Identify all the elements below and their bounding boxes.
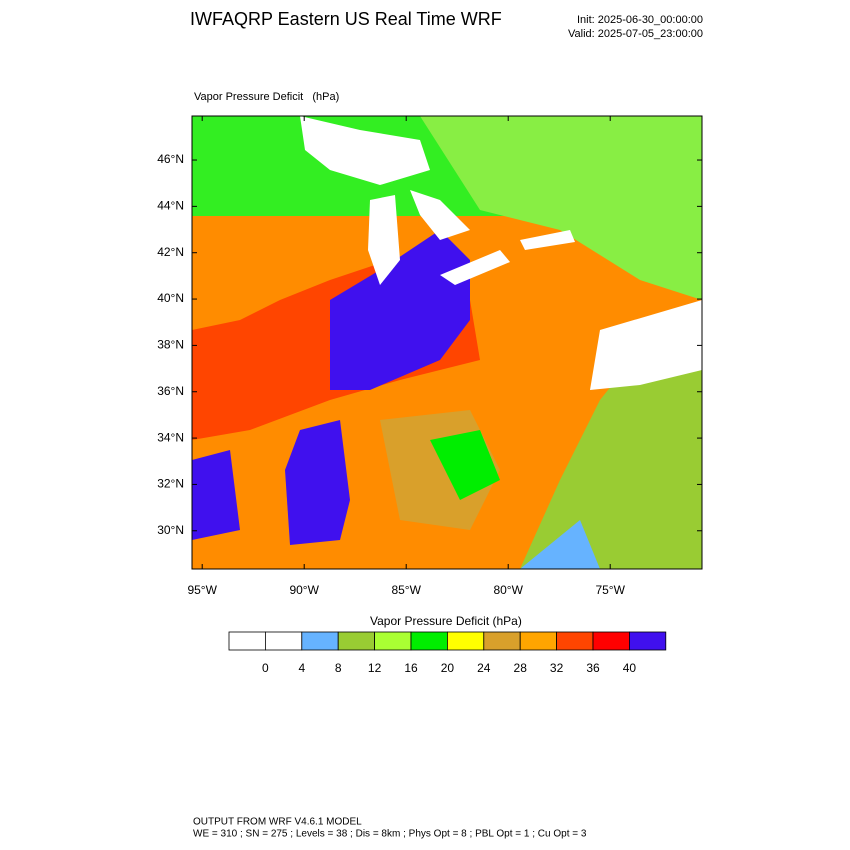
y-tick-label: 34°N: [157, 430, 184, 444]
colorbar-box: [301, 631, 339, 651]
footer-line: WE = 310 ; SN = 275 ; Levels = 38 ; Dis …: [193, 829, 587, 840]
colorbar-label: 20: [441, 661, 455, 675]
lake-superior: [300, 116, 430, 185]
colorbar-box: [337, 631, 376, 651]
gulf-blue: [520, 520, 600, 569]
colorbar-label: 36: [586, 661, 600, 675]
colorbar-box: [483, 631, 521, 651]
colorbar-label: 24: [477, 661, 491, 675]
colorbar-box: [592, 631, 630, 651]
lake-huron: [410, 190, 470, 240]
northeast-field: [420, 116, 702, 300]
title: IWFAQRP Eastern US Real Time WRF: [190, 9, 502, 29]
colorbar-label: 40: [623, 661, 637, 675]
x-tick-label: 80°W: [493, 583, 523, 597]
colorbar-label: 4: [298, 661, 305, 675]
colorbar-box: [264, 631, 303, 651]
louisiana-blue: [192, 450, 240, 540]
x-tick-label: 85°W: [391, 583, 421, 597]
valid-time: Valid: 2025-07-05_23:00:00: [568, 28, 703, 40]
colorbar-box: [556, 631, 594, 651]
lake-erie: [440, 250, 510, 285]
colorbar-title: Vapor Pressure Deficit (hPa): [370, 614, 522, 628]
init-time: Init: 2025-06-30_00:00:00: [577, 14, 703, 26]
y-tick-label: 44°N: [157, 199, 184, 213]
colorbar-box: [519, 631, 558, 651]
colorbar-box: [446, 631, 485, 651]
lake-ontario: [520, 230, 575, 250]
map-frame: [191, 115, 703, 570]
colorbar-label: 32: [550, 661, 564, 675]
y-tick-label: 46°N: [157, 152, 184, 166]
y-tick-label: 40°N: [157, 291, 184, 305]
colorbar-label: 0: [262, 661, 269, 675]
colorbar-label: 16: [404, 661, 418, 675]
colorbar-box: [228, 631, 266, 651]
colorbar-label: 8: [335, 661, 342, 675]
x-tick-label: 75°W: [595, 583, 625, 597]
y-tick-label: 38°N: [157, 338, 184, 352]
y-tick-label: 30°N: [157, 523, 184, 537]
y-tick-label: 36°N: [157, 384, 184, 398]
ohio-blue: [330, 230, 470, 390]
footer-line: OUTPUT FROM WRF V4.6.1 MODEL: [193, 817, 362, 828]
map-field: [192, 116, 702, 569]
ocean-white: [590, 300, 702, 390]
colorbar-box: [374, 631, 412, 651]
georgia-green: [430, 430, 500, 500]
colorbar-label: 28: [514, 661, 528, 675]
colorbar-label: 12: [368, 661, 382, 675]
lake-michigan: [368, 195, 400, 285]
colorbar-box: [629, 631, 667, 651]
x-tick-label: 95°W: [187, 583, 217, 597]
y-tick-label: 42°N: [157, 245, 184, 259]
subtitle: Vapor Pressure Deficit (hPa): [194, 91, 339, 103]
x-tick-label: 90°W: [289, 583, 319, 597]
y-tick-label: 32°N: [157, 477, 184, 491]
mississippi-blue: [285, 420, 350, 545]
colorbar-box: [410, 631, 448, 651]
